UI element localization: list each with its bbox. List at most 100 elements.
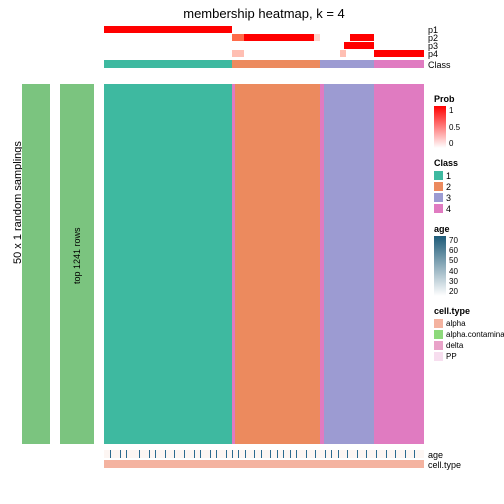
annotation-row-label: age (428, 450, 443, 460)
legend-tick-label: 60 (449, 246, 458, 255)
legend-swatch (434, 352, 443, 361)
bottom-annotation-rows (104, 448, 424, 468)
age-tick (270, 450, 271, 458)
legend-section: cell.type alphaalpha.contaminateddeltaPP (434, 306, 500, 362)
legend-swatch (434, 330, 443, 339)
age-tick (414, 450, 415, 458)
heat-segment (374, 34, 424, 41)
legend-title: age (434, 224, 500, 234)
age-gradient (434, 236, 446, 296)
legend-tick-label: 20 (449, 287, 458, 296)
age-tick (405, 450, 406, 458)
legend-item: alpha (434, 318, 500, 329)
age-barcode (104, 450, 424, 458)
annotation-row (104, 460, 424, 468)
annotation-row (104, 450, 424, 458)
membership-row (104, 50, 424, 57)
legend-title: Prob (434, 94, 500, 104)
legend-label: alpha.contaminated (446, 330, 504, 339)
legend-swatch (434, 341, 443, 350)
legend-item: delta (434, 340, 500, 351)
age-tick (110, 450, 111, 458)
class-segment (320, 60, 374, 68)
legend-item: 2 (434, 181, 500, 192)
legend-swatch (434, 319, 443, 328)
heatmap-column (235, 84, 320, 444)
legend-tick-label: 50 (449, 256, 458, 265)
legend-item: 1 (434, 170, 500, 181)
class-row (104, 60, 424, 68)
heat-segment (374, 50, 424, 57)
legend-section: age 706050 403020 (434, 224, 500, 296)
heat-segment (104, 34, 232, 41)
annotation-segment (104, 460, 424, 468)
legend-tick-label: 30 (449, 277, 458, 286)
legend-label: 4 (446, 204, 451, 214)
class-segment (374, 60, 424, 68)
legend-swatch (434, 171, 443, 180)
row-label: Class (428, 61, 451, 69)
age-tick (306, 450, 307, 458)
age-tick (296, 450, 297, 458)
legend-section: Prob10.50 (434, 94, 500, 148)
age-tick (216, 450, 217, 458)
age-tick (277, 450, 278, 458)
heatmap-body (104, 84, 424, 444)
legend-title: cell.type (434, 306, 500, 316)
age-tick (155, 450, 156, 458)
age-tick (338, 450, 339, 458)
legend-tick-label: 70 (449, 236, 458, 245)
membership-row (104, 34, 424, 41)
age-tick (325, 450, 326, 458)
legend-item: alpha.contaminated (434, 329, 500, 340)
age-tick (366, 450, 367, 458)
legend-label: 2 (446, 182, 451, 192)
legend-section: Class 1234 (434, 158, 500, 214)
class-segment (232, 60, 320, 68)
age-tick (238, 450, 239, 458)
legend-swatch (434, 204, 443, 213)
legend-label: alpha (446, 319, 466, 328)
age-tick (210, 450, 211, 458)
age-tick (331, 450, 332, 458)
heatmap-column (104, 84, 232, 444)
membership-row-labels: p1p2p3p4Class (428, 26, 451, 69)
class-segment (104, 60, 232, 68)
heat-segment (232, 26, 424, 33)
age-tick (126, 450, 127, 458)
legend-swatch (434, 182, 443, 191)
age-tick (139, 450, 140, 458)
heat-segment (374, 42, 424, 49)
legend-tick-label: 40 (449, 267, 458, 276)
legend-tick-label: 0 (449, 139, 460, 148)
age-tick (261, 450, 262, 458)
legend-title: Class (434, 158, 500, 168)
heat-segment (104, 26, 232, 33)
age-tick (226, 450, 227, 458)
legend-panel: Prob 1 0.5 0 Class 1234 age 706050 403020 cell.ty… (434, 94, 500, 372)
heat-segment (104, 50, 232, 57)
prob-gradient (434, 106, 446, 148)
age-tick (283, 450, 284, 458)
membership-rows (104, 26, 424, 68)
heat-segment (320, 34, 350, 41)
legend-label: 1 (446, 171, 451, 181)
age-tick (245, 450, 246, 458)
heatmap-column (324, 84, 374, 444)
heat-segment (232, 50, 244, 57)
heatmap-column (374, 84, 424, 444)
legend-label: PP (446, 352, 457, 361)
heatmap-figure: membership heatmap, k = 4 p1p2p3p4Class … (4, 4, 500, 500)
age-tick (254, 450, 255, 458)
heat-segment (350, 34, 374, 41)
sampling-bar (22, 84, 50, 444)
age-tick (194, 450, 195, 458)
membership-row (104, 42, 424, 49)
legend-tick-label: 0.5 (449, 123, 460, 132)
age-tick (149, 450, 150, 458)
age-tick (184, 450, 185, 458)
age-tick (357, 450, 358, 458)
row-label: p4 (428, 50, 451, 58)
legend-item: 3 (434, 192, 500, 203)
age-tick (347, 450, 348, 458)
